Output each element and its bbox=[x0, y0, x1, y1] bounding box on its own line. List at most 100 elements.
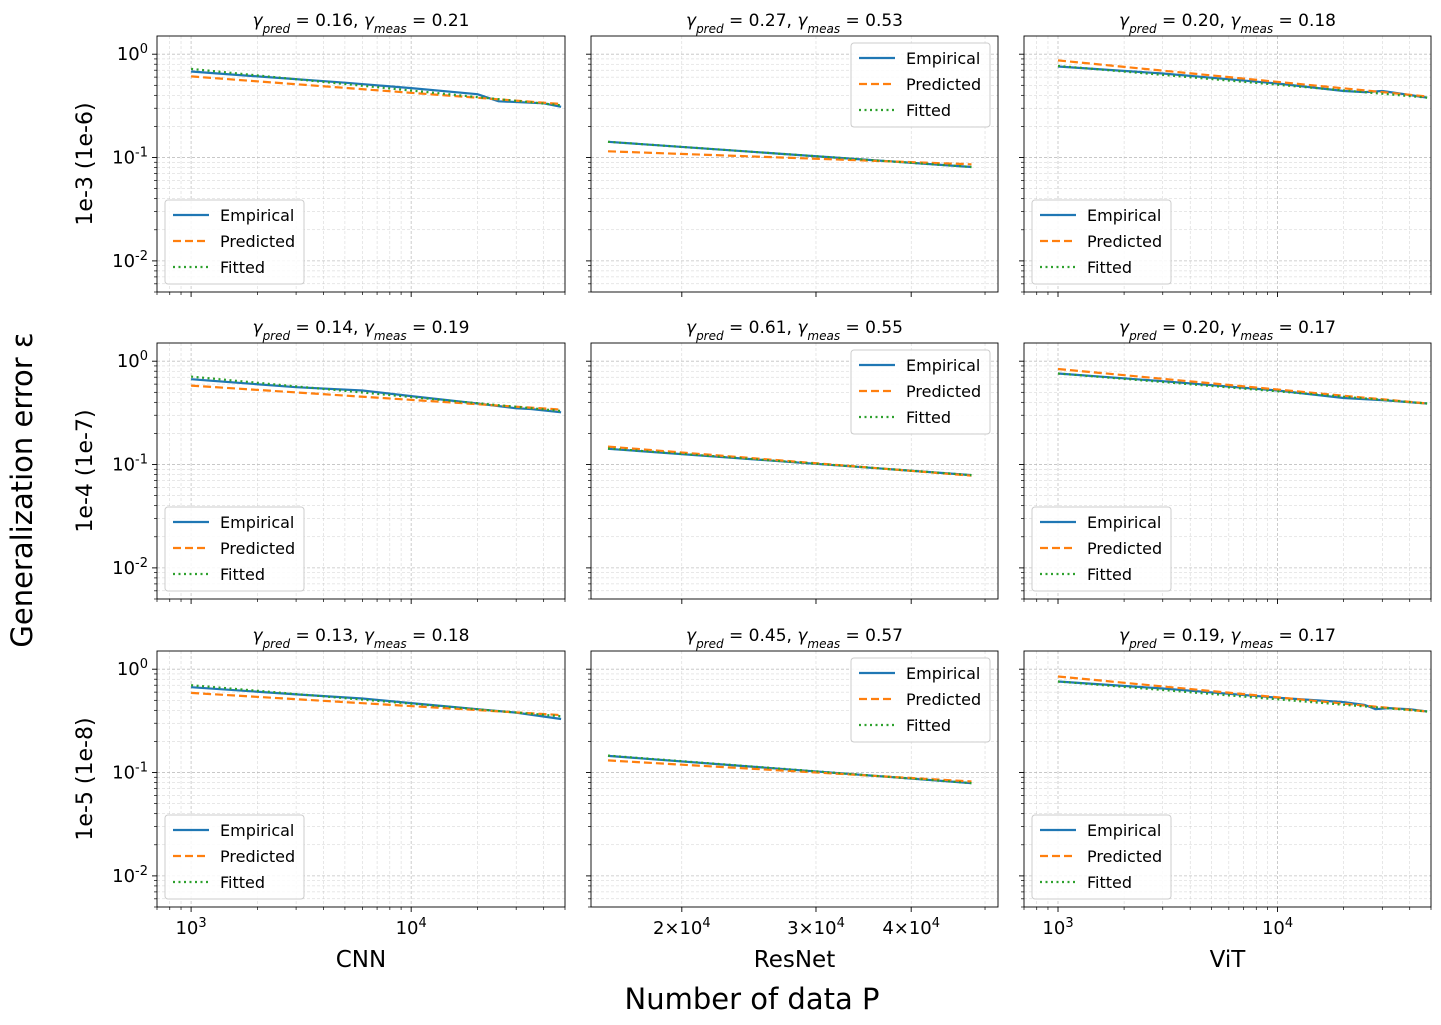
x-axis-label: ViT bbox=[1210, 947, 1247, 973]
series-line-fitted bbox=[1057, 372, 1428, 405]
legend-label-predicted: Predicted bbox=[906, 690, 981, 709]
grid bbox=[591, 343, 998, 599]
legend-label-empirical: Empirical bbox=[906, 49, 980, 68]
legend-label-predicted: Predicted bbox=[906, 75, 981, 94]
series-group bbox=[1057, 367, 1428, 405]
y-axis-label: 1e-5 (1e-8) bbox=[73, 717, 98, 840]
x-tick-label: 104 bbox=[396, 916, 427, 940]
x-axis-label: ResNet bbox=[754, 947, 835, 973]
legend-label-empirical: Empirical bbox=[1087, 206, 1161, 225]
panel-title-3: γpred = 0.14, γmeas = 0.19 bbox=[253, 318, 470, 343]
y-axis-label: 1e-4 (1e-7) bbox=[73, 409, 98, 532]
series-line-predicted bbox=[191, 75, 562, 106]
legend-label-predicted: Predicted bbox=[220, 847, 295, 866]
series-line-fitted bbox=[607, 140, 972, 169]
legend-box bbox=[1031, 506, 1172, 592]
series-group bbox=[1057, 59, 1428, 99]
axes-frame bbox=[590, 650, 999, 908]
legend-label-predicted: Predicted bbox=[1087, 539, 1162, 558]
series-line-empirical bbox=[1057, 680, 1428, 713]
axes-frame bbox=[156, 650, 566, 908]
y-tick-label: 10-2 bbox=[112, 248, 148, 272]
grid bbox=[157, 651, 565, 907]
y-tick-label: 10-1 bbox=[112, 145, 148, 169]
panel-7: 2×104 3×104 4×104 γpred = 0.45, γmeas = 0.5… bbox=[586, 626, 999, 973]
panel-0: 10-2 10-1 100 γpred = 0.16, γmeas = 0.21 1e-… bbox=[73, 11, 566, 297]
legend-label-fitted: Fitted bbox=[220, 873, 265, 892]
series-group bbox=[607, 140, 972, 169]
legend: Empirical Predicted Fitted bbox=[850, 657, 991, 743]
panel-4: γpred = 0.61, γmeas = 0.55 Empirical Predi… bbox=[586, 318, 999, 604]
legend-label-fitted: Fitted bbox=[1087, 873, 1132, 892]
x-tick-label: 103 bbox=[1042, 916, 1073, 940]
panel-title-4: γpred = 0.61, γmeas = 0.55 bbox=[686, 318, 903, 343]
axes-frame bbox=[1023, 35, 1432, 293]
legend: Empirical Predicted Fitted bbox=[164, 506, 305, 592]
x-axis-label: CNN bbox=[336, 947, 386, 973]
legend-box bbox=[850, 349, 991, 435]
legend: Empirical Predicted Fitted bbox=[164, 199, 305, 285]
legend-label-fitted: Fitted bbox=[220, 565, 265, 584]
panel-title-2: γpred = 0.20, γmeas = 0.18 bbox=[1119, 11, 1336, 36]
legend: Empirical Predicted Fitted bbox=[850, 349, 991, 435]
legend: Empirical Predicted Fitted bbox=[850, 42, 991, 128]
panel-title-6: γpred = 0.13, γmeas = 0.18 bbox=[253, 626, 470, 651]
legend-box bbox=[1031, 814, 1172, 900]
legend: Empirical Predicted Fitted bbox=[1031, 199, 1172, 285]
legend-box bbox=[164, 199, 305, 285]
panel-grid: 10-2 10-1 100 γpred = 0.16, γmeas = 0.21 1e-… bbox=[73, 11, 1432, 973]
axes-frame bbox=[1023, 342, 1432, 600]
legend-label-predicted: Predicted bbox=[1087, 232, 1162, 251]
legend-box bbox=[850, 657, 991, 743]
legend-label-fitted: Fitted bbox=[906, 101, 951, 120]
legend: Empirical Predicted Fitted bbox=[1031, 814, 1172, 900]
series-line-predicted bbox=[191, 691, 562, 717]
legend-box bbox=[850, 42, 991, 128]
legend-box bbox=[1031, 199, 1172, 285]
series-line-predicted bbox=[1057, 675, 1428, 713]
legend-label-empirical: Empirical bbox=[906, 356, 980, 375]
series-line-fitted bbox=[1057, 680, 1428, 713]
series-group bbox=[190, 375, 562, 414]
panel-title-5: γpred = 0.20, γmeas = 0.17 bbox=[1119, 318, 1336, 343]
legend-label-empirical: Empirical bbox=[1087, 513, 1161, 532]
series-line-fitted bbox=[191, 684, 562, 718]
x-tick-label: 104 bbox=[1262, 916, 1293, 940]
legend-label-empirical: Empirical bbox=[1087, 821, 1161, 840]
panel-5: γpred = 0.20, γmeas = 0.17 Empirical Predi… bbox=[1019, 318, 1432, 604]
series-line-predicted bbox=[1057, 367, 1428, 405]
y-tick-label: 10-2 bbox=[112, 863, 148, 887]
axes-frame bbox=[590, 342, 999, 600]
x-tick-label: 2×104 bbox=[653, 916, 711, 940]
panel-title-8: γpred = 0.19, γmeas = 0.17 bbox=[1119, 626, 1336, 651]
series-line-fitted bbox=[190, 375, 562, 413]
y-tick-label: 100 bbox=[117, 349, 148, 373]
legend: Empirical Predicted Fitted bbox=[1031, 506, 1172, 592]
legend-label-empirical: Empirical bbox=[220, 513, 294, 532]
series-group bbox=[607, 754, 972, 785]
legend-label-predicted: Predicted bbox=[220, 232, 295, 251]
y-axis-label: 1e-3 (1e-6) bbox=[73, 102, 98, 225]
legend-label-empirical: Empirical bbox=[220, 821, 294, 840]
axes-frame bbox=[1023, 650, 1432, 908]
series-line-predicted bbox=[1057, 59, 1428, 98]
panel-6: 10-2 10-1 100 103 104 γpred = 0.13, γmeas = 0… bbox=[73, 626, 566, 973]
legend-label-fitted: Fitted bbox=[1087, 258, 1132, 277]
panel-title-1: γpred = 0.27, γmeas = 0.53 bbox=[686, 11, 903, 36]
series-line-fitted bbox=[1057, 64, 1428, 99]
series-line-fitted bbox=[607, 447, 972, 477]
series-group bbox=[1057, 675, 1428, 713]
figure-xlabel: Number of data P bbox=[625, 982, 880, 1016]
axes-frame bbox=[156, 35, 566, 293]
x-tick-label: 4×104 bbox=[882, 916, 940, 940]
series-group bbox=[191, 684, 562, 721]
series-group bbox=[190, 67, 562, 108]
panel-2: γpred = 0.20, γmeas = 0.18 Empirical Predi… bbox=[1019, 11, 1432, 297]
legend-label-fitted: Fitted bbox=[906, 408, 951, 427]
series-line-predicted bbox=[191, 384, 562, 411]
series-group bbox=[607, 445, 972, 477]
panel-title-7: γpred = 0.45, γmeas = 0.57 bbox=[686, 626, 903, 651]
legend-label-predicted: Predicted bbox=[1087, 847, 1162, 866]
